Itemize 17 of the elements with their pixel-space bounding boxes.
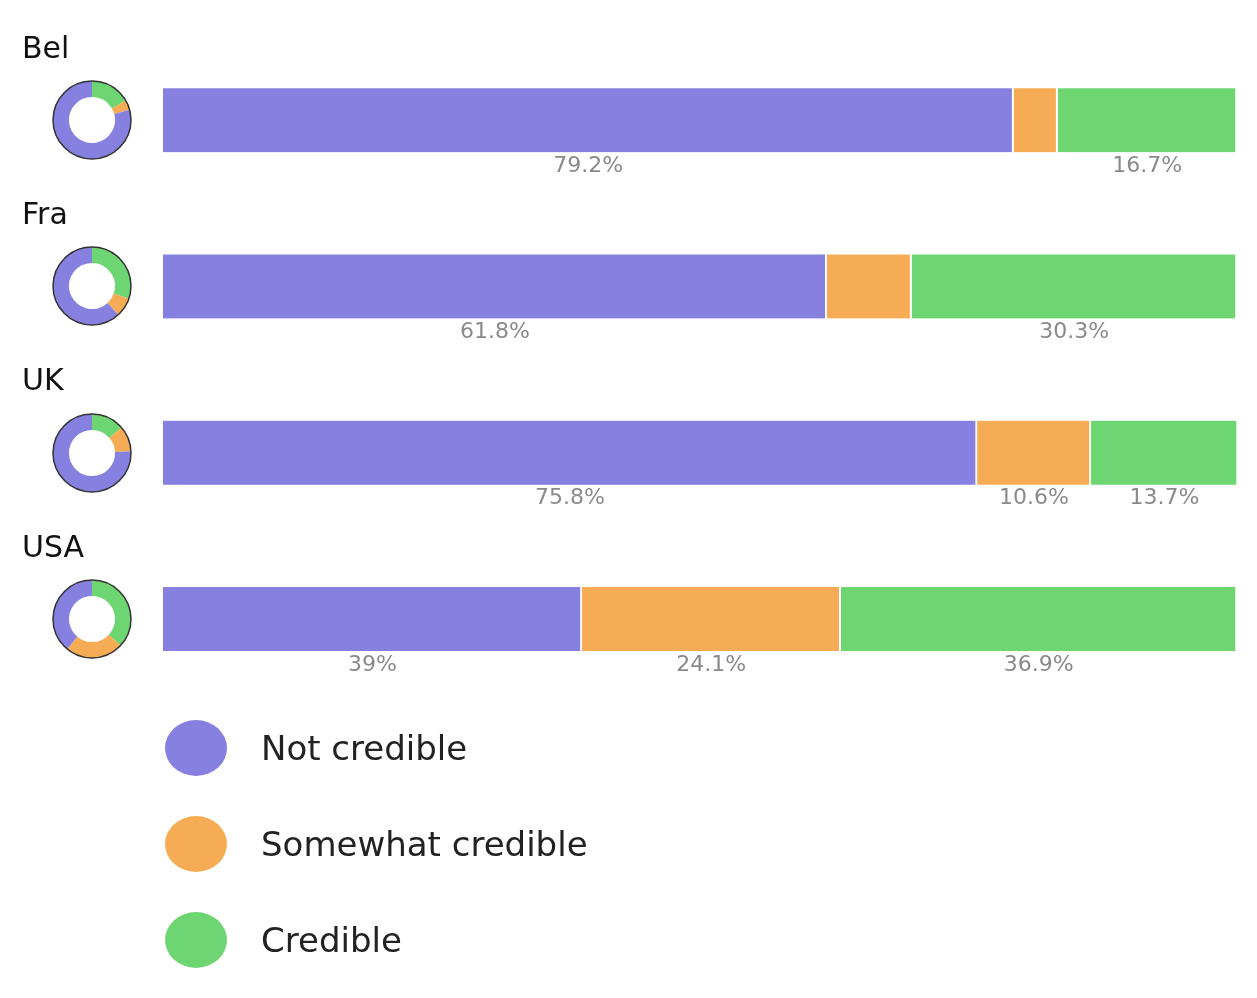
data-label: 75.8% (535, 484, 605, 510)
legend-label: Somewhat credible (261, 824, 588, 864)
data-label: 61.8% (459, 318, 530, 344)
data-label: 16.7% (1112, 151, 1183, 177)
y-tick-label: Bel (22, 29, 70, 65)
data-label: 79.2% (553, 151, 624, 177)
data-label: 30.3% (1039, 318, 1110, 344)
y-tick-label: USA (22, 528, 85, 564)
data-label: 39% (347, 650, 397, 676)
data-label: 36.9% (1003, 650, 1074, 676)
y-tick-label: UK (22, 362, 65, 398)
legend-label: Not credible (261, 728, 468, 768)
data-label: 10.6% (999, 484, 1069, 510)
data-label: 24.1% (676, 650, 747, 676)
y-tick-label: Fra (22, 196, 68, 232)
data-label: 13.7% (1129, 484, 1200, 510)
legend-label: Credible (261, 920, 402, 960)
